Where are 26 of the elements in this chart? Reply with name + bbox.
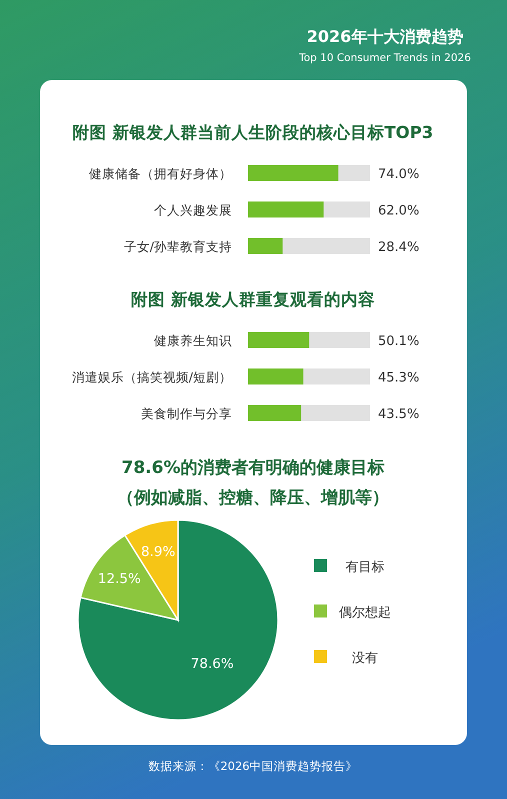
text: 2026年十大消费趋势 <box>306 27 464 46</box>
legend-label: 偶尔想起 <box>339 606 391 620</box>
chart-title: 附图 新银发人群重复观看的内容 <box>131 290 375 309</box>
source-note: 数据来源：《2026中国消费趋势报告》 <box>148 759 358 773</box>
data-label: 62.0% <box>378 204 420 218</box>
data-label: 74.0% <box>378 167 420 182</box>
y-tick-label: 个人兴趣发展 <box>154 202 232 218</box>
chart-title: 78.6%的消费者有明确的健康目标 <box>122 458 384 478</box>
chart-subtitle: （例如减脂、控糖、降压、增肌等） <box>117 488 389 508</box>
y-tick-label: 健康储备（拥有好身体） <box>89 166 232 181</box>
data-label: 43.5% <box>378 407 420 422</box>
y-tick-label: 健康养生知识 <box>154 333 232 348</box>
data-label: 8.9% <box>140 544 176 560</box>
text: Top 10 Consumer Trends in 2026 <box>298 52 472 64</box>
data-label: 45.3% <box>378 370 420 386</box>
y-tick-label: 子女/孙辈教育支持 <box>124 239 232 254</box>
legend-label: 没有 <box>352 651 378 666</box>
data-label: 12.5% <box>98 571 141 588</box>
y-tick-label: 美食制作与分享 <box>141 406 232 421</box>
data-label: 78.6% <box>190 656 234 672</box>
pie-slice <box>77 519 279 721</box>
y-tick-label: 消遣娱乐（搞笑视频/短剧） <box>72 370 232 384</box>
data-label: 28.4% <box>378 240 420 255</box>
data-label: 50.1% <box>378 334 420 349</box>
legend-label: 有目标 <box>346 560 384 575</box>
chart-title: 附图 新银发人群当前人生阶段的核心目标TOP3 <box>72 123 434 142</box>
